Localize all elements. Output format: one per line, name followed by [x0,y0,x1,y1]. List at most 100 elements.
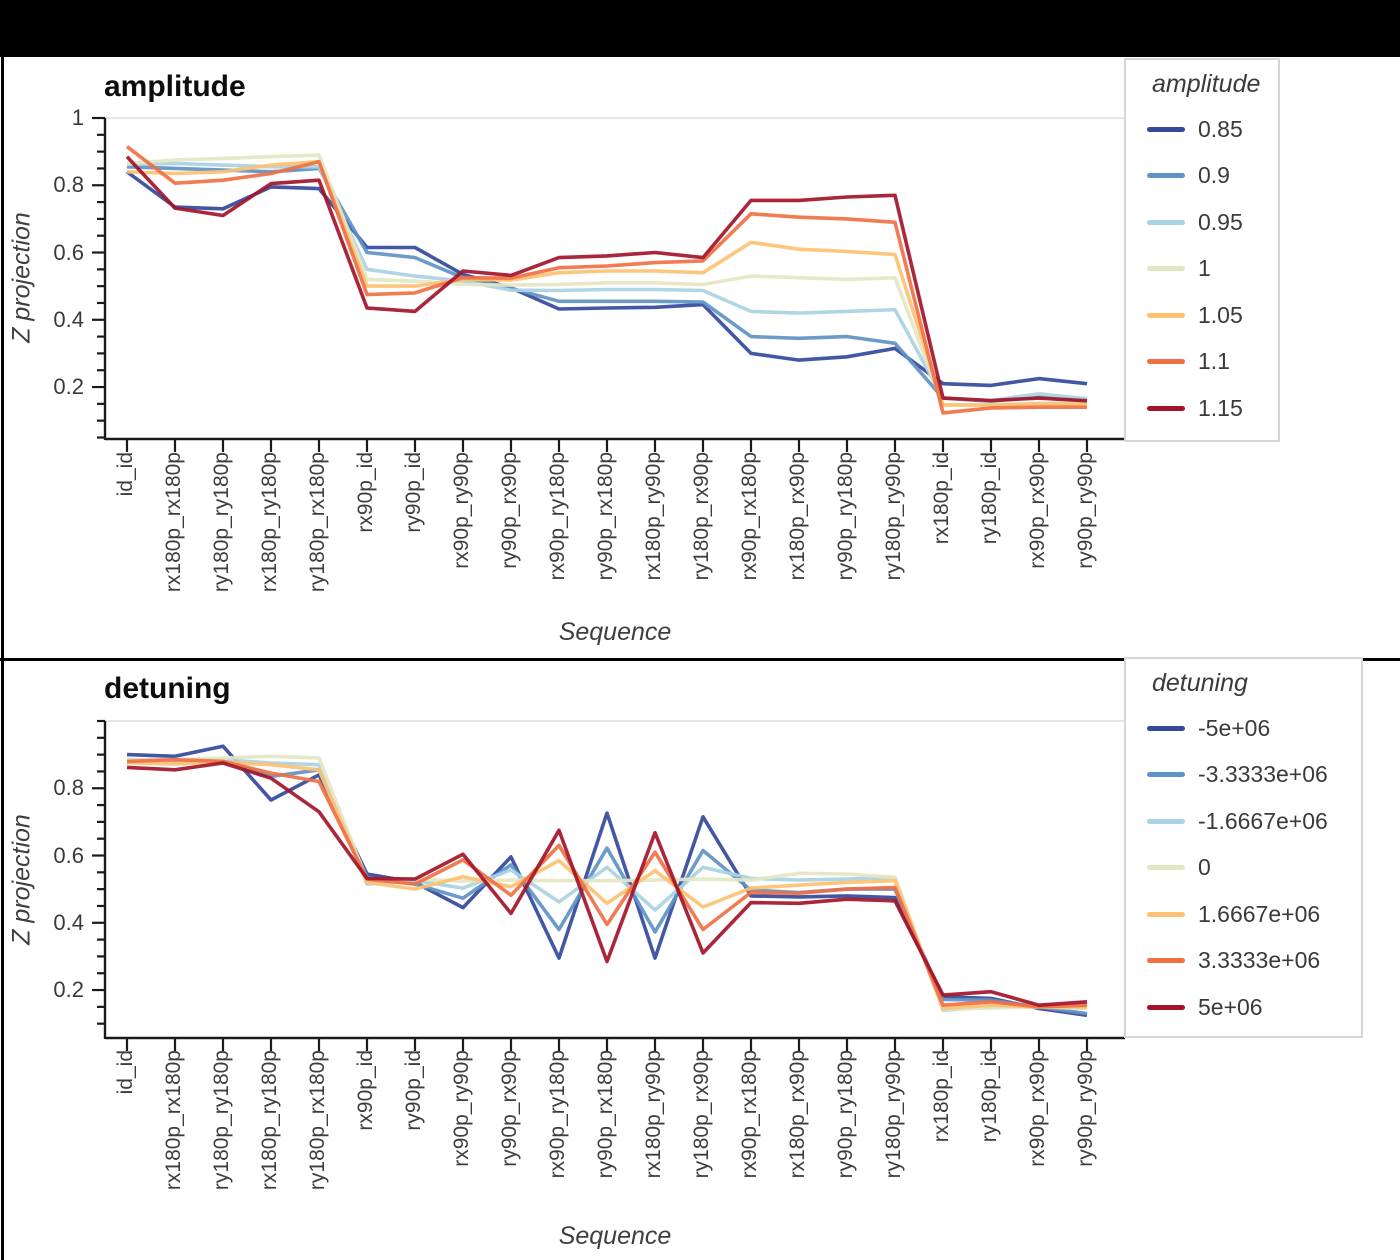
y-tick-label: 0.8 [53,775,84,801]
x-category-label: ry180p_ry180p [210,1050,233,1191]
legend-entry-label: 0.95 [1198,208,1243,235]
y-tick-label: 0.6 [53,239,84,265]
legend-entry: 0.85 [1126,106,1278,153]
x-category-label: rx90p_rx180p [738,1050,761,1179]
x-category-label: rx90p_ry90p [450,1050,473,1167]
legend-entry: 1.1 [1126,339,1278,386]
legend-swatch [1147,818,1185,824]
y-tick-label: 1 [71,105,84,130]
x-category-label: ry180p_ry180p [210,452,233,593]
y-axis-label-detuning: Z projection [7,814,36,945]
legend-entry: -1.6667e+06 [1126,798,1361,845]
x-category-label: ry180p_rx180p [306,452,329,593]
x-category-label: rx180p_rx180p [162,1050,185,1191]
x-category-label: rx180p_ry90p [642,1050,665,1179]
legend-entry-label: 0 [1198,854,1211,881]
legend-entry-label: 5e+06 [1198,993,1263,1020]
legend-entry-label: -1.6667e+06 [1198,807,1328,834]
legend-swatch [1147,405,1185,411]
y-tick-label: 0.6 [53,842,84,868]
x-category-label: ry90p_ry180p [834,452,857,581]
legend-entry-label: 1.15 [1198,394,1243,421]
legend-entry: 1.6667e+06 [1126,891,1361,938]
x-category-label: ry180p_ry90p [882,1050,905,1179]
legend-swatch [1147,126,1185,132]
x-category-label: ry90p_ry90p [1074,452,1097,569]
figure-left-border [1,57,4,1260]
x-category-label: rx90p_rx180p [738,452,761,581]
x-axis-label-detuning: Sequence [558,1222,672,1250]
chart-title-amplitude: amplitude [104,70,246,103]
legend-entry: 1.05 [1126,292,1278,339]
x-category-label: rx90p_ry180p [546,452,569,581]
x-category-label: rx180p_ry90p [642,452,665,581]
x-category-label: ry180p_ry90p [882,452,905,581]
x-category-label: rx180p_rx90p [786,1050,809,1179]
x-category-label: rx90p_ry90p [450,452,473,569]
legend-swatch [1147,911,1185,917]
x-category-label: rx180p_ry180p [258,1050,281,1191]
x-category-label: rx180p_ry180p [258,452,281,593]
legend-entry-label: 1.1 [1198,348,1230,375]
x-category-label: ry90p_rx90p [498,1050,521,1167]
x-category-label: ry90p_id [402,452,425,533]
legend-entry: -5e+06 [1126,705,1361,752]
legend-title-detuning: detuning [1152,669,1248,697]
y-axis-label-amplitude: Z projection [7,212,36,343]
legend-entry-label: -3.3333e+06 [1198,761,1328,788]
legend-entry: 1 [1126,246,1278,293]
y-tick-label: 0.2 [53,374,84,400]
legend-entry-label: 0.9 [1198,162,1230,189]
chart-title-detuning: detuning [104,672,231,705]
x-category-label: ry90p_id [402,1050,425,1131]
legend-entry: 1.15 [1126,385,1278,432]
legend-swatch [1147,266,1185,272]
x-category-label: rx180p_id [930,452,953,545]
y-tick-label: 0.4 [53,306,84,332]
legend-swatch [1147,1004,1185,1010]
y-tick-label: 0.4 [53,909,84,935]
legend-swatch [1147,173,1185,179]
top-black-bar [0,0,1400,57]
legend-entry: 0.9 [1126,153,1278,200]
x-category-label: ry180p_id [978,1050,1001,1143]
legend-entry: 3.3333e+06 [1126,938,1361,985]
legend-swatch [1147,865,1185,871]
legend-swatch [1147,359,1185,365]
legend-entry-label: 1.05 [1198,301,1243,328]
legend-amplitude: amplitude 0.85 0.9 0.95 1 1.05 1.1 1.15 [1124,58,1280,442]
x-axis-label-amplitude: Sequence [558,618,672,646]
x-category-label: ry180p_rx90p [690,452,713,581]
y-tick-label: 0.8 [53,172,84,198]
y-tick-label: 0.2 [53,977,84,1003]
legend-title-amplitude: amplitude [1152,70,1261,98]
x-category-label: ry90p_ry180p [834,1050,857,1179]
x-category-label: ry90p_rx90p [498,452,521,569]
panel-divider-line [0,658,1400,661]
legend-entry-label: 1.6667e+06 [1198,900,1321,927]
x-category-label: rx90p_id [354,1050,377,1131]
x-category-label: ry180p_rx180p [306,1050,329,1191]
legend-swatch [1147,725,1185,731]
legend-entry-label: -5e+06 [1198,714,1271,741]
legend-detuning: detuning -5e+06 -3.3333e+06 -1.6667e+06 0 1.… [1124,657,1363,1038]
x-category-label: ry90p_rx180p [594,452,617,581]
legend-entry-label: 3.3333e+06 [1198,947,1321,974]
legend-swatch [1147,772,1185,778]
x-category-label: ry180p_id [978,452,1001,545]
legend-swatch [1147,958,1185,964]
legend-entry-label: 1 [1198,255,1211,282]
legend-entry-label: 0.85 [1198,115,1243,142]
x-category-label: ry180p_rx90p [690,1050,713,1179]
x-category-label: id_id [114,1050,137,1095]
x-category-label: rx180p_id [930,1050,953,1143]
x-category-label: rx90p_rx90p [1026,1050,1049,1167]
x-category-label: ry90p_rx180p [594,1050,617,1179]
legend-swatch [1147,219,1185,225]
legend-entry: 0.95 [1126,199,1278,246]
legend-entry: 5e+06 [1126,984,1361,1031]
legend-entry: -3.3333e+06 [1126,752,1361,799]
x-category-label: rx180p_rx180p [162,452,185,593]
x-category-label: rx90p_ry180p [546,1050,569,1179]
x-category-label: ry90p_ry90p [1074,1050,1097,1167]
